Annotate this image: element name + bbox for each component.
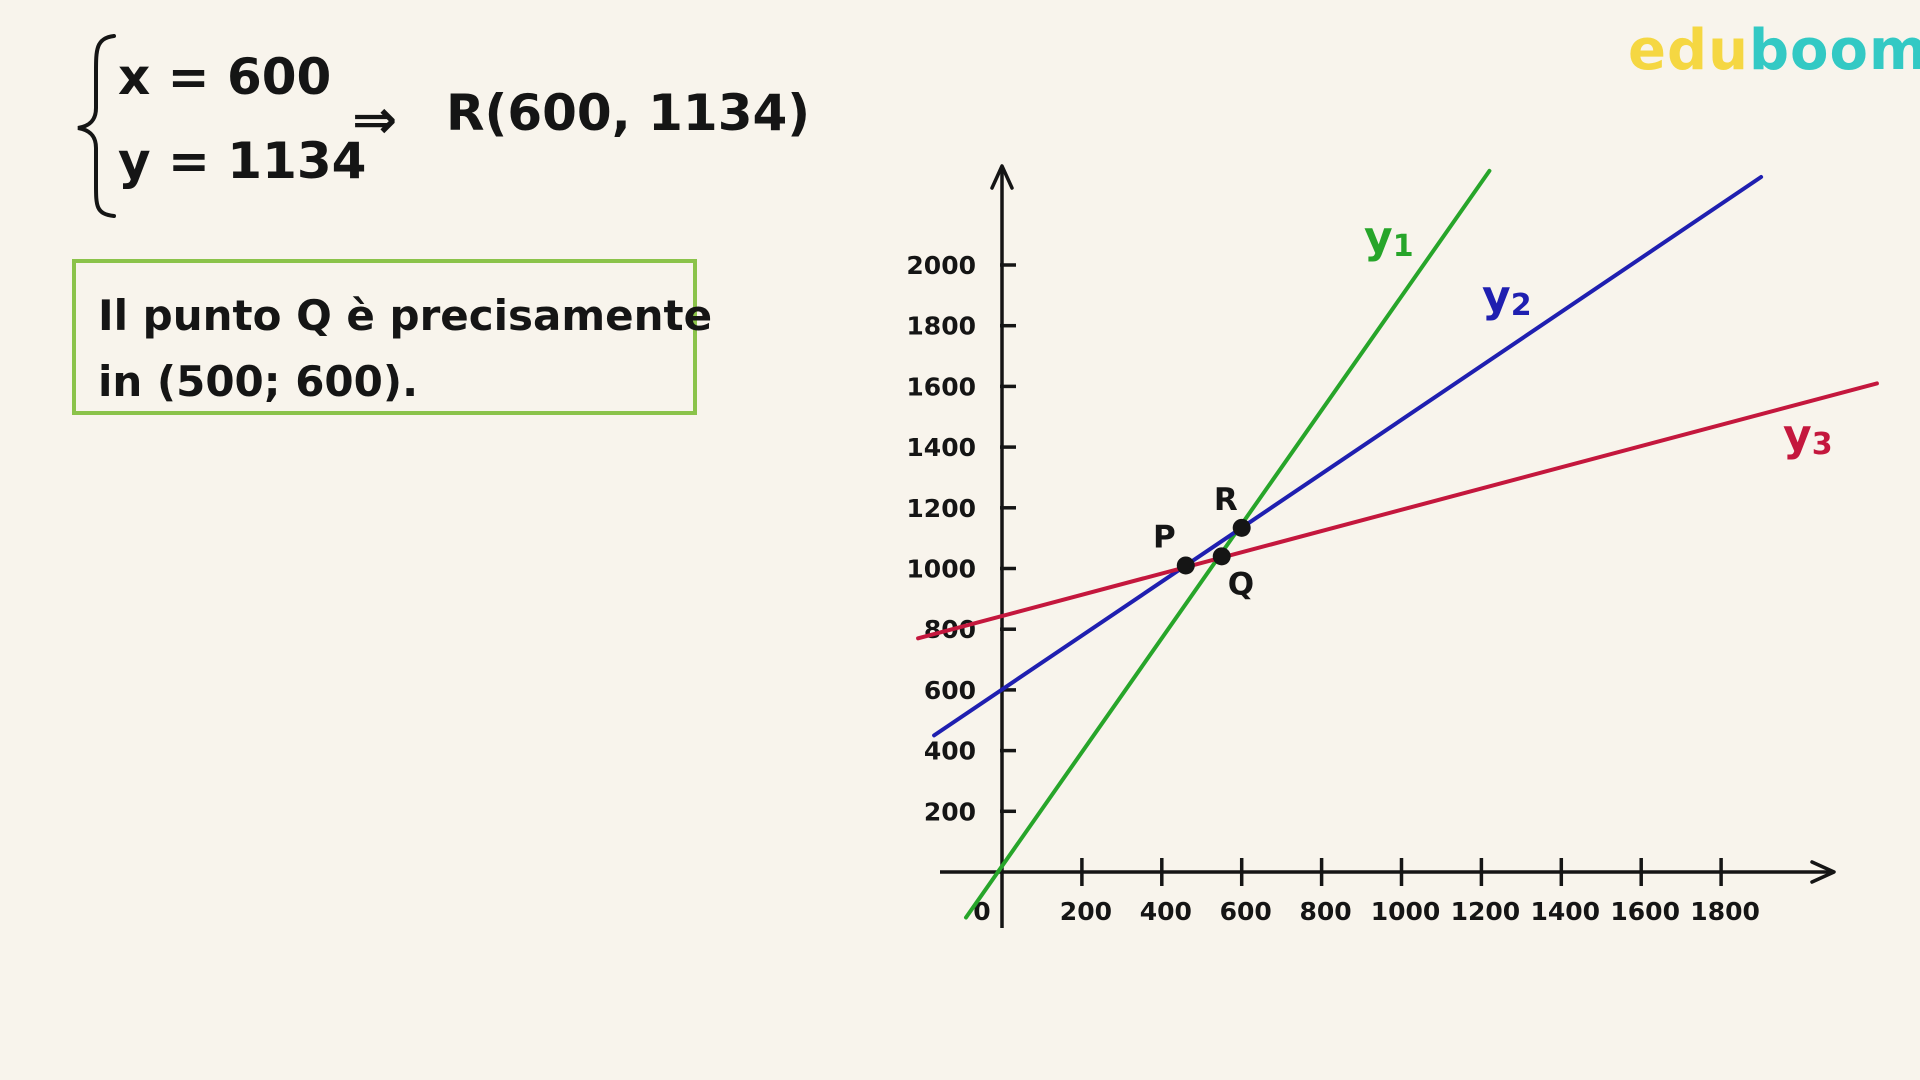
x-tick-label: 1200 xyxy=(1451,897,1521,926)
y-tick-label: 200 xyxy=(924,797,976,826)
x-tick-label: 1000 xyxy=(1371,897,1441,926)
x-tick-label: 1800 xyxy=(1690,897,1760,926)
note-line-1: Il punto Q è precisamente xyxy=(98,291,713,340)
point-label-p: P xyxy=(1153,519,1176,555)
y-tick-label: 600 xyxy=(924,676,976,705)
series-label-3: y3 xyxy=(1783,410,1833,462)
equation-x: x = 600 xyxy=(118,48,332,106)
note-line-2: in (500; 600). xyxy=(98,357,419,406)
point-q xyxy=(1212,547,1231,566)
point-label-r: R xyxy=(1214,482,1238,518)
intersection-points: P R Q xyxy=(1153,482,1254,603)
logo-part-boom: boom xyxy=(1748,18,1920,83)
eduboom-logo: eduboom xyxy=(1628,18,1920,83)
brace-icon xyxy=(77,34,116,218)
y-tick-label: 1600 xyxy=(906,372,976,401)
y-tick-label: 1400 xyxy=(906,433,976,462)
series-line-2 xyxy=(932,175,1764,738)
y-tick-label: 2000 xyxy=(906,251,976,280)
y-tick-label: 1200 xyxy=(906,494,976,523)
series-line-1 xyxy=(964,168,1492,920)
series-line-3 xyxy=(916,381,1879,641)
equation-system: x = 600 y = 1134 ⇒ R(600, 1134) xyxy=(70,30,810,220)
x-tick-label: 1400 xyxy=(1531,897,1601,926)
x-tick-label: 400 xyxy=(1140,897,1192,926)
x-tick-label: 1600 xyxy=(1610,897,1680,926)
y-tick-label: 1800 xyxy=(906,312,976,341)
point-r xyxy=(1232,518,1251,537)
series-label-1: y1 xyxy=(1364,212,1414,264)
note-box: Il punto Q è precisamente in (500; 600). xyxy=(72,259,713,415)
x-axis-arrow-icon xyxy=(1810,860,1836,884)
y-tick-label: 400 xyxy=(924,737,976,766)
equation-y: y = 1134 xyxy=(118,132,367,190)
point-label-q: Q xyxy=(1228,566,1254,602)
y-axis-arrow-icon xyxy=(990,164,1014,190)
series-lines xyxy=(916,168,1879,920)
x-tick-label: 800 xyxy=(1300,897,1352,926)
implies-icon: ⇒ xyxy=(352,88,398,151)
logo-part-edu: edu xyxy=(1628,18,1749,83)
axes: 200 400 600 800 1000 1200 1400 1600 1800 200 400 60… xyxy=(906,164,1836,928)
y-tick-label: 1000 xyxy=(906,555,976,584)
x-tick-label: 200 xyxy=(1060,897,1112,926)
x-tick-label: 600 xyxy=(1220,897,1272,926)
intersection-result: R(600, 1134) xyxy=(446,84,811,142)
chart-labels: y1 y2 y3 xyxy=(1364,212,1833,462)
point-p xyxy=(1176,556,1195,575)
series-label-2: y2 xyxy=(1482,271,1532,323)
